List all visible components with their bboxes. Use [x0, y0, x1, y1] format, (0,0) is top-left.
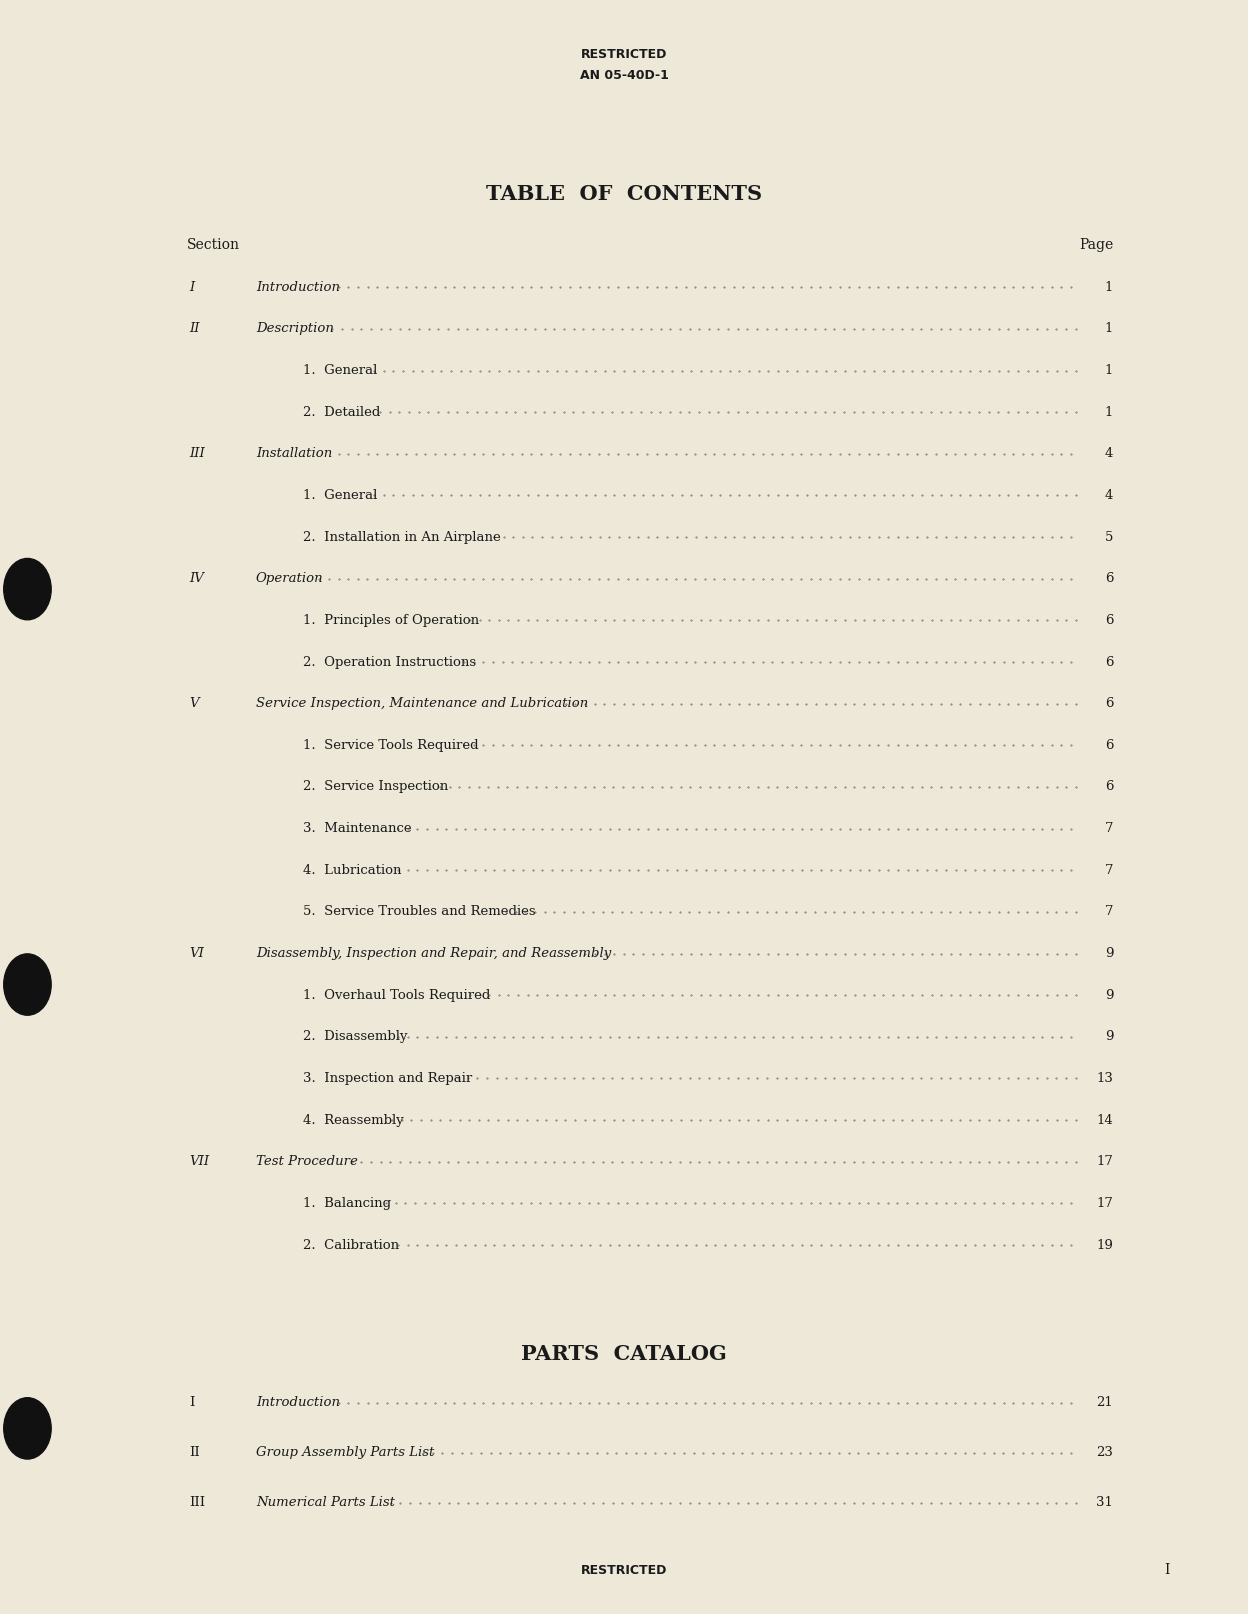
Text: 7: 7: [1104, 905, 1113, 918]
Text: 9: 9: [1104, 947, 1113, 960]
Text: II: II: [190, 1446, 201, 1459]
Text: 7: 7: [1104, 863, 1113, 876]
Text: V: V: [190, 697, 200, 710]
Text: VII: VII: [190, 1156, 210, 1169]
Text: 6: 6: [1104, 613, 1113, 626]
Text: 2.  Detailed: 2. Detailed: [303, 405, 381, 418]
Text: Service Inspection, Maintenance and Lubrication: Service Inspection, Maintenance and Lubr…: [256, 697, 588, 710]
Circle shape: [4, 1398, 51, 1459]
Text: TABLE  OF  CONTENTS: TABLE OF CONTENTS: [485, 184, 763, 203]
Circle shape: [4, 954, 51, 1015]
Text: I: I: [1164, 1564, 1169, 1577]
Text: 6: 6: [1104, 655, 1113, 668]
Text: 2.  Installation in An Airplane: 2. Installation in An Airplane: [303, 531, 500, 544]
Text: Operation: Operation: [256, 573, 323, 586]
Text: 1: 1: [1104, 365, 1113, 378]
Text: 1: 1: [1104, 323, 1113, 336]
Text: 1.  Service Tools Required: 1. Service Tools Required: [303, 739, 479, 752]
Text: 3.  Inspection and Repair: 3. Inspection and Repair: [303, 1072, 473, 1085]
Text: 19: 19: [1096, 1238, 1113, 1251]
Text: Group Assembly Parts List: Group Assembly Parts List: [256, 1446, 434, 1459]
Text: I: I: [190, 281, 195, 294]
Text: 9: 9: [1104, 989, 1113, 1002]
Text: 4.  Reassembly: 4. Reassembly: [303, 1114, 404, 1127]
Text: RESTRICTED: RESTRICTED: [580, 48, 668, 61]
Text: I: I: [190, 1396, 195, 1409]
Text: AN 05-40D-1: AN 05-40D-1: [579, 69, 669, 82]
Text: 9: 9: [1104, 1030, 1113, 1043]
Text: II: II: [190, 323, 200, 336]
Text: 17: 17: [1096, 1156, 1113, 1169]
Text: 4: 4: [1104, 489, 1113, 502]
Text: 1: 1: [1104, 281, 1113, 294]
Circle shape: [4, 558, 51, 620]
Text: 31: 31: [1096, 1496, 1113, 1509]
Text: Numerical Parts List: Numerical Parts List: [256, 1496, 394, 1509]
Text: 2.  Disassembly: 2. Disassembly: [303, 1030, 408, 1043]
Text: 1.  General: 1. General: [303, 489, 378, 502]
Text: 21: 21: [1097, 1396, 1113, 1409]
Text: 6: 6: [1104, 573, 1113, 586]
Text: 5: 5: [1104, 531, 1113, 544]
Text: 6: 6: [1104, 781, 1113, 794]
Text: 2.  Calibration: 2. Calibration: [303, 1238, 399, 1251]
Text: 1.  Balancing: 1. Balancing: [303, 1198, 392, 1210]
Text: Test Procedure: Test Procedure: [256, 1156, 358, 1169]
Text: Introduction: Introduction: [256, 1396, 339, 1409]
Text: 4.  Lubrication: 4. Lubrication: [303, 863, 402, 876]
Text: 3.  Maintenance: 3. Maintenance: [303, 822, 412, 834]
Text: 2.  Operation Instructions: 2. Operation Instructions: [303, 655, 477, 668]
Text: 1: 1: [1104, 405, 1113, 418]
Text: 13: 13: [1096, 1072, 1113, 1085]
Text: 1.  Overhaul Tools Required: 1. Overhaul Tools Required: [303, 989, 490, 1002]
Text: Introduction: Introduction: [256, 281, 339, 294]
Text: 14: 14: [1097, 1114, 1113, 1127]
Text: RESTRICTED: RESTRICTED: [580, 1564, 668, 1577]
Text: 1.  Principles of Operation: 1. Principles of Operation: [303, 613, 479, 626]
Text: 6: 6: [1104, 739, 1113, 752]
Text: 17: 17: [1096, 1198, 1113, 1210]
Text: III: III: [190, 1496, 206, 1509]
Text: 7: 7: [1104, 822, 1113, 834]
Text: 23: 23: [1096, 1446, 1113, 1459]
Text: Page: Page: [1080, 239, 1113, 252]
Text: 2.  Service Inspection: 2. Service Inspection: [303, 781, 448, 794]
Text: 1.  General: 1. General: [303, 365, 378, 378]
Text: VI: VI: [190, 947, 205, 960]
Text: Installation: Installation: [256, 447, 332, 460]
Text: PARTS  CATALOG: PARTS CATALOG: [522, 1344, 726, 1364]
Text: 5.  Service Troubles and Remedies: 5. Service Troubles and Remedies: [303, 905, 535, 918]
Text: Section: Section: [187, 239, 240, 252]
Text: III: III: [190, 447, 206, 460]
Text: Disassembly, Inspection and Repair, and Reassembly: Disassembly, Inspection and Repair, and …: [256, 947, 612, 960]
Text: 6: 6: [1104, 697, 1113, 710]
Text: IV: IV: [190, 573, 205, 586]
Text: 4: 4: [1104, 447, 1113, 460]
Text: Description: Description: [256, 323, 333, 336]
